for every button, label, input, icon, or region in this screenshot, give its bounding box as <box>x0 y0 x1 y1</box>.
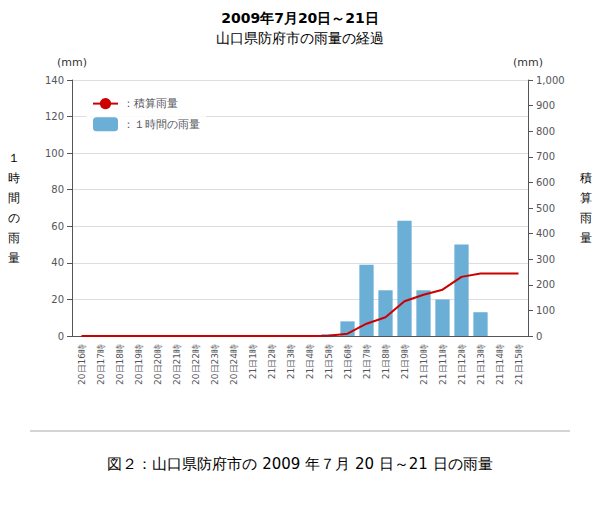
svg-text:800: 800 <box>536 126 555 137</box>
svg-text:20日20時: 20日20時 <box>153 344 163 385</box>
svg-text:40: 40 <box>51 257 64 268</box>
svg-text:60: 60 <box>51 221 64 232</box>
svg-text:20日19時: 20日19時 <box>134 344 144 385</box>
svg-text:雨: 雨 <box>580 211 592 225</box>
svg-text:21日4時: 21日4時 <box>305 344 315 379</box>
svg-text:21日15時: 21日15時 <box>514 344 524 385</box>
svg-text:2009年7月20日～21日: 2009年7月20日～21日 <box>221 10 379 26</box>
svg-text:21日12時: 21日12時 <box>457 344 467 385</box>
svg-text:21日13時: 21日13時 <box>476 344 486 385</box>
svg-text:400: 400 <box>536 228 555 239</box>
svg-text:600: 600 <box>536 177 555 188</box>
svg-text:21日5時: 21日5時 <box>324 344 334 379</box>
svg-text:200: 200 <box>536 279 555 290</box>
svg-text:(mm): (mm) <box>57 56 87 69</box>
svg-text:(mm): (mm) <box>513 56 543 69</box>
svg-text:20日23時: 20日23時 <box>210 344 220 385</box>
svg-text:雨: 雨 <box>8 231 20 245</box>
svg-text:900: 900 <box>536 100 555 111</box>
svg-text:21日9時: 21日9時 <box>400 344 410 379</box>
svg-text:20日21時: 20日21時 <box>172 344 182 385</box>
svg-text:100: 100 <box>536 305 555 316</box>
svg-text:20日22時: 20日22時 <box>191 344 201 385</box>
svg-text:21日11時: 21日11時 <box>438 344 448 385</box>
svg-text:図２：山口県防府市の 2009 年７月 20 日～21 日の: 図２：山口県防府市の 2009 年７月 20 日～21 日の雨量 <box>107 455 492 473</box>
svg-text:21日7時: 21日7時 <box>362 344 372 379</box>
svg-text:21日2時: 21日2時 <box>267 344 277 379</box>
svg-text:21日1時: 21日1時 <box>248 344 258 379</box>
svg-text:20: 20 <box>51 294 64 305</box>
svg-text:500: 500 <box>536 203 555 214</box>
svg-text:80: 80 <box>51 184 64 195</box>
svg-text:：積算雨量: ：積算雨量 <box>123 97 178 110</box>
svg-text:20日16時: 20日16時 <box>77 344 87 385</box>
svg-text:量: 量 <box>580 231 592 245</box>
svg-text:21日10時: 21日10時 <box>419 344 429 385</box>
svg-text:20日17時: 20日17時 <box>96 344 106 385</box>
svg-text:120: 120 <box>45 111 64 122</box>
svg-text:20日24時: 20日24時 <box>229 344 239 385</box>
svg-text:山口県防府市の雨量の経過: 山口県防府市の雨量の経過 <box>216 30 384 46</box>
svg-text:時: 時 <box>8 171 20 185</box>
svg-text:量: 量 <box>8 251 20 265</box>
svg-text:21日14時: 21日14時 <box>495 344 505 385</box>
svg-text:の: の <box>8 211 20 225</box>
svg-text:21日3時: 21日3時 <box>286 344 296 379</box>
svg-text:140: 140 <box>45 75 64 86</box>
svg-text:700: 700 <box>536 151 555 162</box>
svg-text:300: 300 <box>536 254 555 265</box>
svg-text:間: 間 <box>8 191 20 205</box>
svg-text:21日6時: 21日6時 <box>343 344 353 379</box>
svg-text:0: 0 <box>536 331 542 342</box>
svg-text:算: 算 <box>580 191 592 205</box>
svg-text:100: 100 <box>45 148 64 159</box>
svg-text:20日18時: 20日18時 <box>115 344 125 385</box>
svg-text:1,000: 1,000 <box>536 75 565 86</box>
svg-text:21日8時: 21日8時 <box>381 344 391 379</box>
svg-text:：１時間の雨量: ：１時間の雨量 <box>123 118 200 131</box>
svg-text:0: 0 <box>58 331 64 342</box>
svg-text:１: １ <box>8 151 20 165</box>
svg-text:積: 積 <box>580 171 592 185</box>
